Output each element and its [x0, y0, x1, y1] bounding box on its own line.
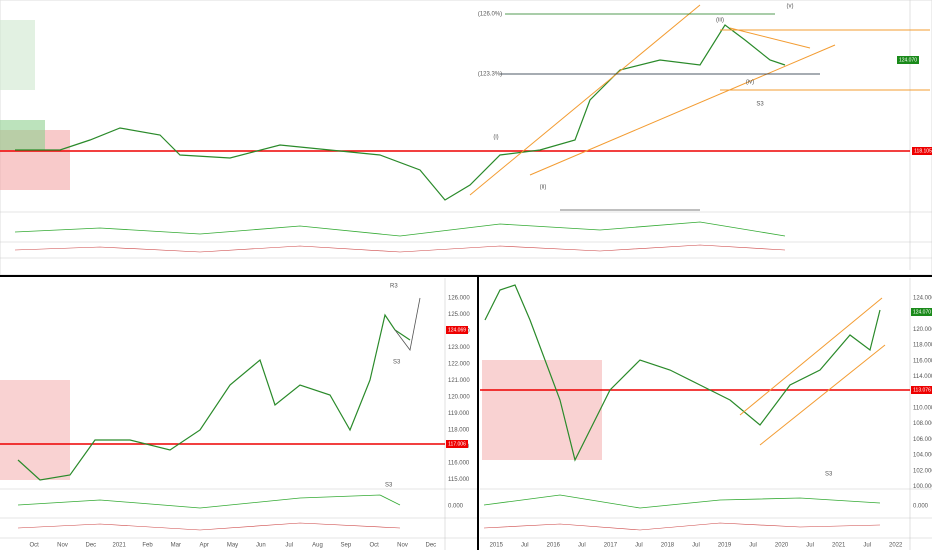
channel — [469, 4, 930, 196]
wave-label: (i) — [493, 135, 498, 141]
x-tick-label: Oct — [29, 543, 39, 549]
x-tick-label: Jul — [635, 543, 643, 549]
x-tick-label: Jul — [749, 543, 757, 549]
x-tick-label: Aug — [312, 543, 323, 549]
channel — [739, 297, 886, 446]
x-tick-label: 2019 — [718, 543, 732, 549]
y-tick-label: 108.000 — [913, 421, 932, 427]
y-tick-label: 116.000 — [913, 358, 932, 364]
y-tick-label: 118.000 — [448, 428, 470, 434]
y-tick-label: 125.000 — [448, 312, 470, 318]
x-tick-label: Apr — [199, 543, 208, 549]
y-tick-label: 122.000 — [448, 362, 470, 368]
x-tick-label: Mar — [171, 543, 181, 549]
price-tag-text: 124.069 — [448, 327, 466, 333]
y-tick-label: 126.000 — [448, 296, 470, 302]
oscillator — [14, 244, 786, 253]
wave-label: (ii) — [540, 185, 547, 191]
price-tag — [897, 56, 919, 64]
x-tick-label: 2021 — [832, 543, 846, 549]
wave-label: (126.0%) — [478, 12, 502, 18]
price-tag — [912, 147, 932, 155]
price-tag-text: 113.076 — [913, 387, 931, 393]
oscillator — [17, 494, 401, 509]
x-tick-label: Nov — [57, 543, 68, 549]
x-tick-label: Dec — [85, 543, 96, 549]
level-label: S3 — [385, 483, 393, 489]
price-tag-text: 118.105 — [914, 148, 932, 154]
y-tick-label: 121.000 — [448, 378, 470, 384]
price-line — [484, 284, 881, 462]
x-tick-label: 2016 — [547, 543, 561, 549]
wave-label: (iv) — [746, 80, 754, 86]
indicator-label: 0.000 — [913, 504, 929, 510]
level-label: S3 — [393, 360, 401, 366]
y-tick-label: 123.000 — [448, 345, 470, 351]
y-tick-label: 118.000 — [913, 343, 932, 349]
x-tick-label: 2018 — [661, 543, 675, 549]
price-line — [17, 313, 411, 481]
price-tag — [911, 386, 932, 394]
oscillator — [17, 522, 401, 531]
price-line — [15, 24, 786, 201]
level-label: R3 — [390, 284, 398, 290]
price-tag-text: 124.070 — [913, 309, 931, 315]
y-tick-label: 114.000 — [913, 374, 932, 380]
x-tick-label: Jul — [863, 543, 871, 549]
oscillator — [14, 221, 786, 237]
y-tick-label: 102.000 — [913, 468, 932, 474]
projection — [394, 297, 421, 351]
x-tick-label: 2020 — [775, 543, 789, 549]
price-tag — [911, 308, 932, 316]
x-tick-label: 2021 — [112, 543, 126, 549]
top-panel — [0, 0, 932, 276]
wave-label: S3 — [756, 102, 764, 108]
indicator-label: 0.000 — [448, 504, 464, 510]
fib-levels — [500, 13, 820, 211]
y-tick-label: 120.000 — [913, 327, 932, 333]
x-tick-label: Jul — [692, 543, 700, 549]
x-tick-label: Jul — [521, 543, 529, 549]
price-tag — [446, 440, 468, 448]
y-tick-label: 106.000 — [913, 437, 932, 443]
x-tick-label: May — [227, 543, 238, 549]
level-label: S3 — [825, 472, 833, 478]
oscillator — [483, 522, 881, 531]
x-tick-label: Dec — [425, 543, 436, 549]
x-tick-label: Jul — [806, 543, 814, 549]
volume-profile — [0, 380, 70, 480]
oscillator — [483, 494, 881, 509]
price-tag — [446, 326, 468, 334]
wave-label: (v) — [787, 4, 794, 10]
y-tick-label: 124.000 — [913, 296, 932, 302]
y-tick-label: 100.000 — [913, 484, 932, 490]
x-tick-label: 2015 — [490, 543, 504, 549]
y-tick-label: 119.000 — [448, 411, 470, 417]
wave-label: (123.3%) — [478, 72, 502, 78]
x-tick-label: Sep — [340, 543, 351, 549]
y-tick-label: 104.000 — [913, 453, 932, 459]
volume-profile — [0, 20, 70, 190]
x-tick-label: Jul — [578, 543, 586, 549]
volume-profile — [482, 360, 602, 460]
wave-label: (iii) — [716, 18, 724, 24]
x-tick-label: 2022 — [889, 543, 903, 549]
y-tick-label: 110.000 — [913, 405, 932, 411]
x-tick-label: Jun — [256, 543, 266, 549]
x-tick-label: Nov — [397, 543, 408, 549]
y-tick-label: 116.000 — [448, 461, 470, 467]
y-tick-label: 115.000 — [448, 477, 470, 483]
x-tick-label: 2017 — [604, 543, 618, 549]
x-tick-label: Jul — [285, 543, 293, 549]
x-tick-label: Oct — [369, 543, 379, 549]
y-tick-label: 120.000 — [448, 395, 470, 401]
price-tag-text: 124.070 — [899, 57, 917, 63]
price-tag-text: 117.006 — [448, 441, 466, 447]
x-tick-label: Feb — [142, 543, 153, 549]
